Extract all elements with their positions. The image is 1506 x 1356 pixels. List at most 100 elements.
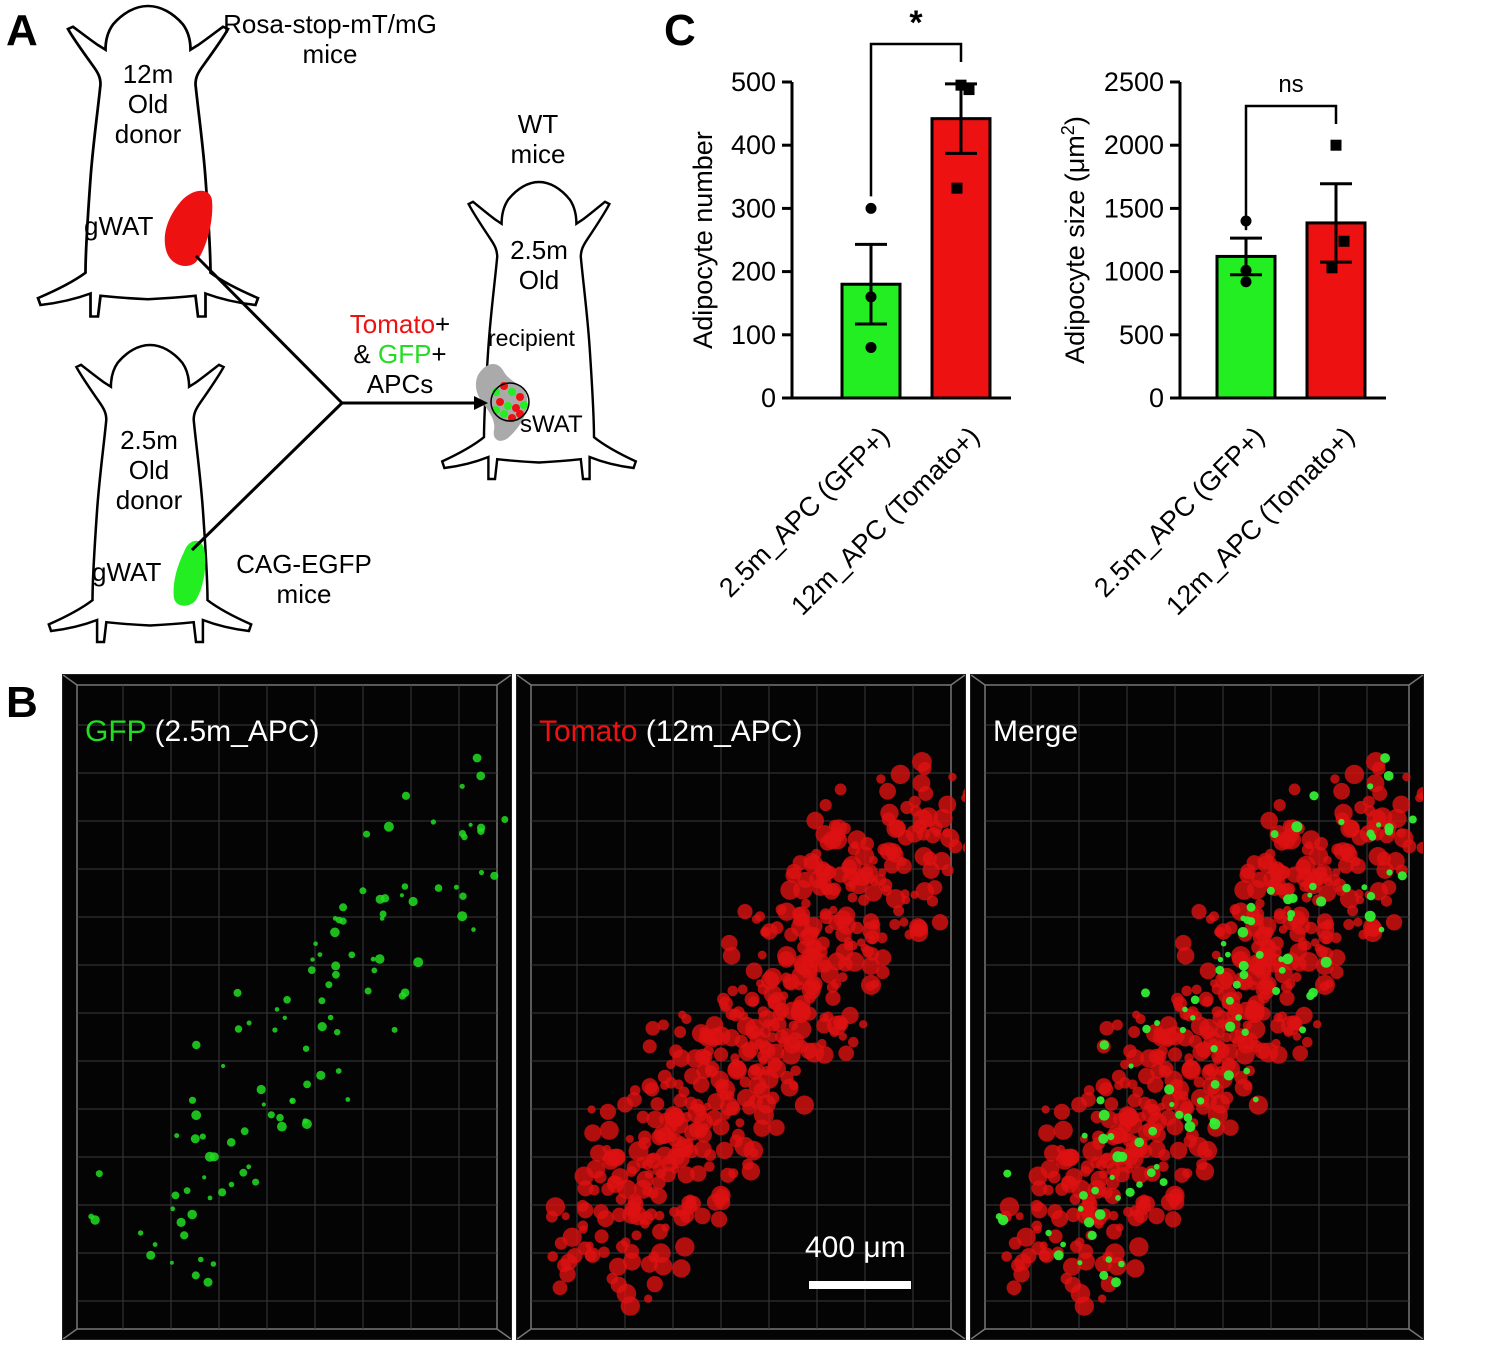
cell-signal bbox=[843, 937, 853, 946]
recipient-graft-outline bbox=[490, 382, 530, 422]
cell-signal bbox=[1115, 1195, 1121, 1201]
cell-signal bbox=[675, 1237, 695, 1257]
cell-signal bbox=[1330, 932, 1342, 944]
cell-signal bbox=[327, 1014, 334, 1021]
cell-signal bbox=[1228, 1002, 1244, 1018]
cell-signal bbox=[1291, 972, 1302, 983]
cell-signal bbox=[1292, 1045, 1308, 1062]
cell-signal bbox=[1385, 914, 1403, 931]
cell-signal bbox=[1140, 1049, 1159, 1068]
cell-signal bbox=[1063, 1257, 1081, 1276]
cell-signal bbox=[646, 1276, 663, 1293]
cell-signal bbox=[1339, 889, 1360, 909]
cell-signal bbox=[1146, 1168, 1156, 1178]
cell-signal bbox=[644, 1169, 654, 1179]
cell-signal bbox=[1282, 953, 1293, 965]
cell-signal bbox=[1179, 1026, 1186, 1034]
cell-signal bbox=[844, 952, 865, 972]
cell-signal bbox=[1231, 946, 1251, 966]
cell-signal bbox=[1316, 913, 1334, 930]
cell-signal bbox=[847, 892, 858, 903]
cell-signal bbox=[1098, 1169, 1108, 1179]
cell-signal bbox=[1284, 978, 1296, 989]
cell-signal bbox=[363, 830, 371, 838]
cell-signal bbox=[1205, 914, 1216, 924]
cell-signal bbox=[1117, 1151, 1128, 1162]
cell-signal bbox=[174, 1133, 180, 1139]
cell-signal bbox=[858, 894, 870, 906]
cell-signal bbox=[1287, 910, 1296, 918]
cell-signal bbox=[664, 1120, 678, 1134]
cell-signal bbox=[704, 1161, 715, 1172]
cell-signal bbox=[827, 952, 847, 971]
cell-signal bbox=[190, 1134, 200, 1144]
cell-signal bbox=[751, 914, 762, 924]
cell-signal bbox=[624, 1244, 640, 1259]
chart1-bar bbox=[930, 117, 992, 400]
cell-signal bbox=[471, 927, 476, 932]
cell-signal bbox=[1099, 1152, 1116, 1169]
young-donor-strain: CAG-EGFP mice bbox=[236, 549, 372, 609]
cell-signal bbox=[1330, 774, 1340, 784]
cell-signal bbox=[501, 816, 509, 823]
cell-signal bbox=[766, 1043, 785, 1061]
chart1-ylabel: Adipocyte number bbox=[688, 131, 718, 349]
cell-signal bbox=[636, 1110, 650, 1124]
cell-signal bbox=[1011, 1258, 1025, 1273]
cell-signal bbox=[1376, 822, 1382, 828]
chart2-ylabel: Adipocyte size (μm2) bbox=[1058, 116, 1090, 364]
cell-signal bbox=[316, 1070, 326, 1080]
cell-signal bbox=[1324, 877, 1333, 886]
cell-signal bbox=[335, 1068, 342, 1074]
cell-signal bbox=[317, 1022, 327, 1032]
cell-signal bbox=[1190, 995, 1200, 1005]
cell-signal bbox=[1302, 1036, 1313, 1048]
cell-signal bbox=[1380, 753, 1390, 763]
cell-signal bbox=[192, 1040, 201, 1050]
cell-signal bbox=[191, 1271, 200, 1280]
cell-signal bbox=[1001, 1251, 1012, 1262]
cell-signal bbox=[599, 1120, 619, 1140]
cell-signal bbox=[1240, 1032, 1259, 1050]
cell-signal bbox=[1202, 1094, 1217, 1109]
cell-signal bbox=[1060, 1241, 1066, 1248]
cell-signal bbox=[1098, 1109, 1110, 1121]
cell-signal bbox=[1099, 1040, 1109, 1050]
cell-signal bbox=[834, 783, 847, 796]
cell-signal bbox=[828, 914, 844, 930]
cell-signal bbox=[1220, 940, 1227, 947]
cell-signal bbox=[678, 1010, 687, 1019]
panel-b-letter: B bbox=[6, 678, 38, 727]
cell-signal bbox=[1105, 1256, 1113, 1263]
cell-signal bbox=[1211, 1006, 1223, 1018]
cell-signal bbox=[1223, 1070, 1234, 1081]
cell-signal bbox=[1347, 905, 1359, 917]
cell-signal bbox=[1351, 829, 1368, 846]
cell-signal bbox=[606, 1272, 619, 1285]
cell-signal bbox=[657, 1019, 669, 1031]
cell-signal bbox=[1320, 956, 1332, 968]
cell-signal bbox=[627, 1193, 642, 1208]
cell-signal bbox=[793, 906, 811, 923]
cell-signal bbox=[1199, 1018, 1219, 1038]
cell-signal bbox=[1210, 1045, 1218, 1053]
cell-signal bbox=[609, 1257, 627, 1276]
cell-signal bbox=[453, 884, 459, 890]
cell-signal bbox=[1154, 1020, 1161, 1026]
cell-signal bbox=[1108, 1210, 1119, 1221]
old-donor-strain: Rosa-stop-mT/mG mice bbox=[223, 9, 437, 69]
cell-signal bbox=[707, 1093, 725, 1111]
cell-signal bbox=[1053, 1120, 1073, 1140]
cell-signal bbox=[1376, 851, 1391, 866]
cell-signal bbox=[339, 903, 348, 912]
cell-signal bbox=[1271, 1038, 1281, 1049]
cell-signal bbox=[1288, 783, 1301, 796]
old-donor-label: 12m Old donor bbox=[114, 59, 182, 149]
chart1-significance-label: * bbox=[909, 4, 923, 42]
cell-signal bbox=[1214, 927, 1224, 937]
cell-signal bbox=[1225, 951, 1231, 958]
cell-signal bbox=[1299, 1026, 1307, 1034]
cell-signal bbox=[694, 1207, 711, 1225]
chart2-point bbox=[1326, 262, 1338, 274]
scale-bar bbox=[809, 1281, 911, 1289]
